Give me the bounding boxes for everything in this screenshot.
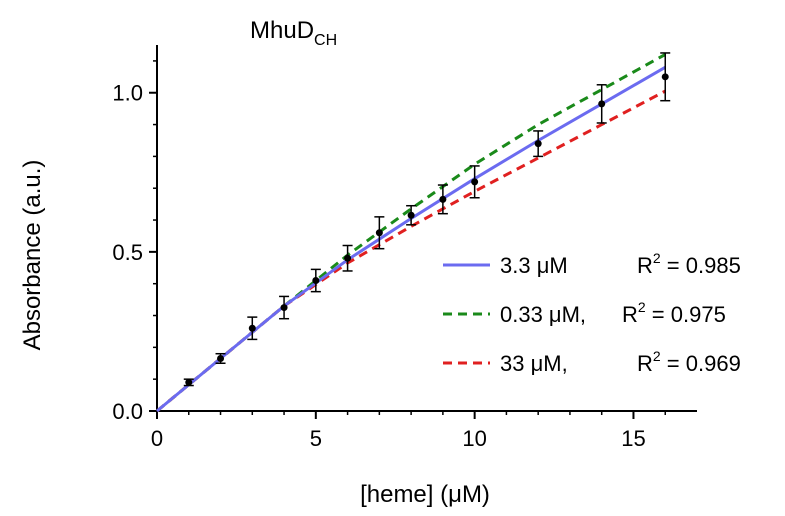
x-tick-label: 10 bbox=[462, 426, 486, 451]
data-point-group bbox=[247, 316, 258, 341]
y-tick-label: 0.0 bbox=[112, 399, 143, 424]
data-point bbox=[217, 354, 225, 362]
data-point-group bbox=[469, 165, 480, 199]
data-point bbox=[280, 304, 288, 312]
axes bbox=[156, 45, 697, 412]
data-point-group bbox=[310, 268, 321, 293]
fit-line-series-0 bbox=[156, 66, 666, 413]
x-tick-label: 15 bbox=[621, 426, 645, 451]
fit-line-series-1 bbox=[156, 53, 666, 413]
data-point-group bbox=[437, 184, 448, 215]
data-point bbox=[185, 378, 193, 386]
data-point bbox=[661, 73, 669, 81]
legend-entry-0-33: 0.33 μM, R2 = 0.975 bbox=[443, 299, 726, 327]
chart-title-subscript: CH bbox=[314, 32, 337, 49]
data-point bbox=[598, 100, 606, 108]
data-point-group bbox=[533, 130, 544, 158]
fit-lines bbox=[156, 53, 666, 413]
legend-label-0-33: 0.33 μM, bbox=[500, 302, 586, 327]
legend-r2-0-33: R2 = 0.975 bbox=[622, 299, 726, 327]
legend-label-3-3: 3.3 μM bbox=[500, 253, 568, 278]
legend: 3.3 μM R2 = 0.985 0.33 μM, R2 = 0.975 33… bbox=[443, 250, 741, 376]
data-point bbox=[375, 229, 383, 237]
chart-title: MhuDCH bbox=[250, 17, 337, 49]
legend-entry-33: 33 μM, R2 = 0.969 bbox=[443, 348, 741, 376]
data-point bbox=[534, 140, 542, 148]
data-point bbox=[312, 277, 320, 285]
data-point-group bbox=[596, 84, 607, 124]
x-axis-label: [heme] (μM) bbox=[360, 481, 490, 508]
data-point bbox=[471, 178, 479, 186]
data-point-group bbox=[183, 378, 194, 387]
data-points bbox=[183, 52, 671, 387]
data-point-group bbox=[279, 295, 290, 320]
legend-r2-3-3: R2 = 0.985 bbox=[637, 250, 741, 278]
data-point-group bbox=[406, 204, 417, 226]
data-point-group bbox=[342, 244, 353, 272]
data-point-group bbox=[374, 216, 385, 250]
legend-r2-33: R2 = 0.969 bbox=[637, 348, 741, 376]
y-tick-label: 0.5 bbox=[112, 240, 143, 265]
y-tick-label: 1.0 bbox=[112, 81, 143, 106]
legend-label-33: 33 μM, bbox=[500, 351, 568, 376]
data-point bbox=[407, 211, 415, 219]
data-point-group bbox=[215, 352, 226, 365]
ticks: 0 5 10 15 0.0 0.5 1.0 bbox=[112, 60, 666, 451]
data-point-group bbox=[660, 52, 671, 102]
x-tick-label: 5 bbox=[310, 426, 322, 451]
fit-line-series-2 bbox=[156, 89, 666, 413]
legend-entry-3-3: 3.3 μM R2 = 0.985 bbox=[443, 250, 741, 278]
y-axis-label: Absorbance (a.u.) bbox=[19, 160, 46, 351]
data-point bbox=[248, 324, 256, 332]
x-tick-label: 0 bbox=[151, 426, 163, 451]
data-point bbox=[439, 195, 447, 203]
data-point bbox=[344, 254, 352, 262]
